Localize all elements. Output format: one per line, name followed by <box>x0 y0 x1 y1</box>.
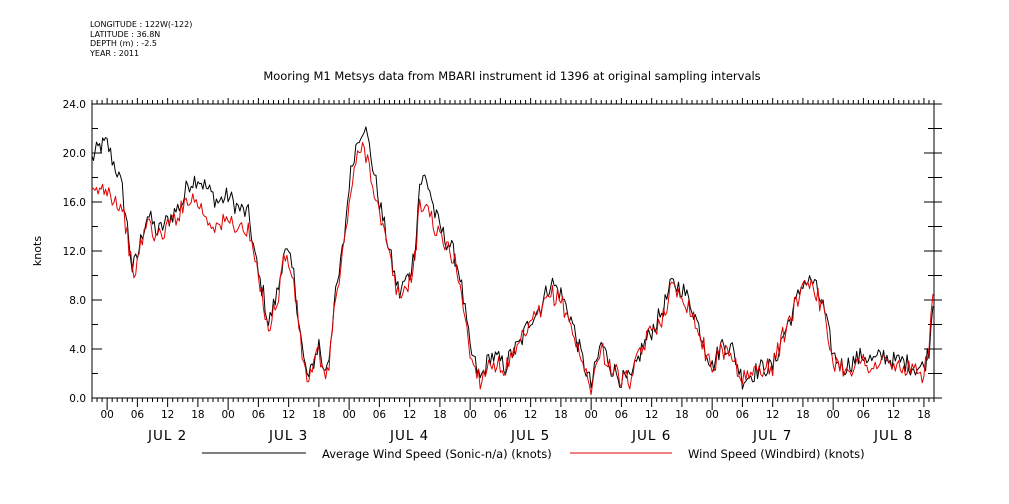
x-hour-label: 06 <box>857 409 871 421</box>
x-hour-label: 18 <box>433 409 446 421</box>
series-layer <box>91 126 934 396</box>
x-date-label: JUL 6 <box>631 428 671 444</box>
x-hour-label: 00 <box>705 409 718 421</box>
x-hour-label: 06 <box>373 409 387 421</box>
x-hour-label: 06 <box>736 409 750 421</box>
x-hour-label: 12 <box>524 409 537 421</box>
y-tick-label: 24.0 <box>63 99 86 111</box>
meta-latitude: LATITUDE : 36.8N <box>90 29 161 39</box>
legend-label-sonic: Average Wind Speed (Sonic-n/a) (knots) <box>322 447 552 461</box>
y-axis-label: knots <box>31 236 44 266</box>
x-hour-label: 12 <box>403 409 416 421</box>
y-tick-label: 4.0 <box>69 344 86 356</box>
x-hour-label: 06 <box>494 409 508 421</box>
x-hour-label: 00 <box>584 409 597 421</box>
x-hour-label: 12 <box>645 409 658 421</box>
y-tick-label: 0.0 <box>69 393 86 405</box>
metadata-block: LONGITUDE : 122W(-122) LATITUDE : 36.8N … <box>90 20 192 58</box>
x-hour-label: 12 <box>766 409 779 421</box>
x-hour-label: 12 <box>161 409 174 421</box>
x-hour-label: 00 <box>221 409 234 421</box>
x-hour-label: 18 <box>312 409 325 421</box>
meta-depth: DEPTH (m) : -2.5 <box>90 39 157 48</box>
x-date-label: JUL 5 <box>510 428 550 444</box>
x-date-label: JUL 4 <box>389 428 429 444</box>
legend-label-windbird: Wind Speed (Windbird) (knots) <box>688 447 865 461</box>
x-axis: 00 06 12 18 00 06 12 18 00 06 12 18 00 06 12 18 00 06 12 18… <box>91 98 935 444</box>
series-line-sonic <box>91 126 934 390</box>
x-hour-label: 18 <box>675 409 688 421</box>
x-hour-label: 18 <box>554 409 567 421</box>
meta-longitude: LONGITUDE : 122W(-122) <box>90 20 193 29</box>
x-hour-label: 18 <box>917 409 930 421</box>
x-hour-label: 06 <box>131 409 145 421</box>
x-date-label: JUL 8 <box>873 428 913 444</box>
y-tick-label: 20.0 <box>63 148 86 160</box>
x-hour-label: 18 <box>796 409 809 421</box>
y-tick-label: 8.0 <box>69 295 86 307</box>
x-date-label: JUL 7 <box>752 428 792 444</box>
x-hour-label: 06 <box>615 409 629 421</box>
x-hour-label: 00 <box>463 409 476 421</box>
x-hour-label: 12 <box>282 409 295 421</box>
x-date-label: JUL 2 <box>147 428 187 444</box>
y-tick-label: 12.0 <box>63 246 86 258</box>
series-line-windbird <box>91 142 934 396</box>
y-axis: 0.0 4.0 8.0 12.0 16.0 20.0 24.0 <box>63 99 942 405</box>
x-hour-label: 00 <box>826 409 839 421</box>
x-hour-label: 06 <box>252 409 266 421</box>
y-tick-label: 16.0 <box>63 197 86 209</box>
x-hour-label: 00 <box>100 409 113 421</box>
meta-year: YEAR : 2011 <box>90 48 140 58</box>
x-date-label: JUL 3 <box>268 428 308 444</box>
x-hour-label: 00 <box>342 409 355 421</box>
chart-title: Mooring M1 Metsys data from MBARI instru… <box>263 69 760 83</box>
legend: Average Wind Speed (Sonic-n/a) (knots) W… <box>202 447 865 461</box>
x-hour-label: 12 <box>887 409 900 421</box>
x-hour-label: 18 <box>191 409 204 421</box>
